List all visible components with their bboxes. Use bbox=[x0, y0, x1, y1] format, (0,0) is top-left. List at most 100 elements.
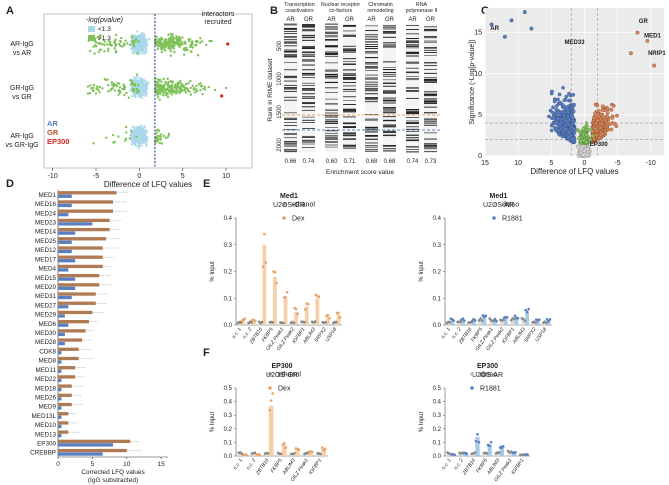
point-ns bbox=[141, 89, 144, 93]
legend-dot bbox=[282, 216, 286, 220]
point-sig bbox=[86, 85, 90, 88]
column-label: GR bbox=[385, 17, 395, 23]
point-sig bbox=[161, 44, 164, 47]
bar-Dex bbox=[282, 445, 287, 456]
replicate-point bbox=[275, 281, 278, 285]
protein-label: MED4 bbox=[39, 266, 57, 273]
point-sig bbox=[208, 39, 211, 43]
point-sig bbox=[181, 36, 184, 39]
point-gr bbox=[606, 107, 610, 112]
point-sig bbox=[178, 81, 181, 85]
point-ns bbox=[142, 129, 145, 132]
point-ns bbox=[145, 139, 149, 142]
bar-gr bbox=[58, 338, 83, 342]
column-label: GR bbox=[304, 17, 314, 23]
bar-ethanol bbox=[269, 322, 274, 325]
y-axis-label: % Input bbox=[210, 412, 216, 433]
protein-label: MED9 bbox=[39, 404, 57, 411]
point-ns bbox=[140, 96, 144, 100]
point-sig bbox=[164, 94, 167, 97]
point-ar bbox=[570, 121, 575, 126]
legend-dot bbox=[492, 202, 496, 206]
bar-ethanol bbox=[290, 322, 295, 325]
point-ns bbox=[140, 79, 143, 82]
point-sig bbox=[117, 82, 121, 85]
replicate-point bbox=[320, 446, 324, 449]
protein-label: MED27 bbox=[35, 302, 56, 309]
enrichment-score: 0.74 bbox=[303, 159, 315, 165]
bar-ar bbox=[58, 314, 65, 318]
bar-ar bbox=[58, 222, 93, 226]
point-sig bbox=[156, 78, 160, 81]
replicate-point bbox=[505, 316, 509, 319]
point-ar bbox=[550, 123, 554, 128]
point-sig bbox=[121, 87, 124, 91]
bar-Dex bbox=[308, 450, 313, 456]
x-axis-label: Enrichment score value bbox=[326, 169, 394, 176]
replicate-point bbox=[260, 320, 264, 324]
replicate-point bbox=[303, 320, 306, 324]
point-sig bbox=[158, 134, 162, 138]
x-tick-label: 15 bbox=[481, 160, 489, 167]
point-sig bbox=[97, 37, 101, 41]
point-sig bbox=[171, 33, 174, 36]
point-ar bbox=[567, 117, 571, 122]
point-ns bbox=[138, 145, 141, 148]
replicate-point bbox=[243, 317, 246, 321]
point-gr bbox=[600, 122, 604, 127]
protein-label: MED24 bbox=[35, 210, 56, 217]
point-sig bbox=[189, 79, 192, 83]
point-gr bbox=[593, 126, 598, 131]
point-sig bbox=[157, 138, 160, 141]
point-ar bbox=[567, 122, 571, 127]
protein-label: EP300 bbox=[37, 440, 56, 447]
bar-gr bbox=[58, 347, 79, 351]
point-sig bbox=[179, 79, 182, 83]
protein-label: MED17 bbox=[35, 256, 56, 263]
bar-R1881 bbox=[475, 436, 480, 456]
point-sig bbox=[88, 91, 92, 95]
point-ar bbox=[558, 100, 562, 105]
bar-gr bbox=[58, 310, 93, 315]
point-ns bbox=[143, 125, 147, 128]
point-ns bbox=[130, 132, 133, 136]
bar-dmso bbox=[489, 319, 494, 325]
replicate-point bbox=[448, 320, 452, 324]
replicate-point bbox=[502, 318, 505, 322]
legend-label: R1881 bbox=[502, 216, 523, 223]
point-gr bbox=[605, 111, 610, 115]
point-sig bbox=[156, 44, 160, 48]
point-gr bbox=[606, 127, 610, 132]
point-ns bbox=[145, 144, 148, 147]
point-sig bbox=[199, 88, 202, 92]
point-ar bbox=[502, 34, 507, 39]
med1-gr-subtitle: U2OS-GR bbox=[273, 202, 305, 209]
point-sig bbox=[133, 39, 137, 42]
replicate-point bbox=[473, 319, 477, 322]
x-category-label: IGFBP1 bbox=[308, 458, 323, 476]
point-sig bbox=[127, 96, 130, 99]
point-ns bbox=[130, 143, 133, 146]
point-sig bbox=[158, 98, 161, 101]
bar-ar bbox=[58, 249, 72, 254]
point-sig bbox=[162, 91, 165, 94]
replicate-point bbox=[523, 319, 527, 322]
point-ns bbox=[147, 81, 150, 84]
legend-dot bbox=[282, 202, 286, 206]
bar-ethanol bbox=[311, 322, 316, 325]
replicate-point bbox=[240, 452, 244, 456]
point-ns bbox=[145, 131, 148, 134]
point-ar bbox=[529, 26, 534, 31]
row-label: AR-IgG vs AR bbox=[10, 41, 33, 57]
y-tick-label: 500 bbox=[277, 40, 283, 51]
x-category-label: n.c. 1 bbox=[441, 458, 453, 472]
point-gr bbox=[594, 121, 599, 126]
replicate-point bbox=[297, 448, 301, 451]
point-sig bbox=[122, 42, 126, 45]
bar-ar bbox=[58, 213, 69, 217]
point-sig bbox=[93, 52, 96, 55]
point-gr bbox=[635, 30, 640, 35]
point-sig bbox=[194, 91, 197, 94]
point-ns bbox=[145, 94, 148, 97]
point-both bbox=[578, 130, 583, 134]
